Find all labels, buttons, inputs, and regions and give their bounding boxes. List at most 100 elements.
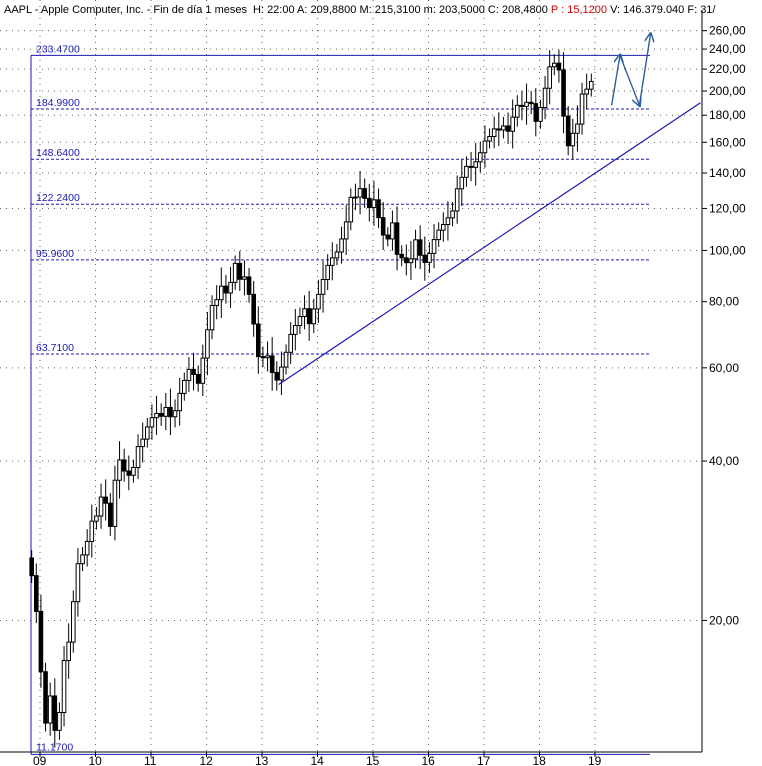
candle-body: [362, 188, 367, 199]
y-tick-label: 240,00: [709, 42, 746, 56]
header-field-value: 209,8800: [311, 4, 357, 16]
candlestick-series: [29, 49, 594, 748]
candle-body: [491, 128, 497, 137]
y-tick-label: 100,00: [709, 243, 746, 257]
candle-body: [339, 238, 344, 253]
candle-body: [316, 293, 321, 310]
candle-body: [228, 281, 233, 294]
candle-body: [538, 107, 543, 122]
candle-body: [219, 285, 224, 301]
candle-body: [223, 285, 229, 294]
y-tick-label: 260,00: [709, 24, 746, 38]
fib-level-label: 122.2400: [36, 192, 80, 204]
candle-body: [57, 712, 62, 731]
candle-body: [482, 140, 488, 154]
header-field-label: P :: [548, 4, 567, 16]
header-field-value: 146.379.040: [623, 4, 684, 16]
y-tick-label: 60,00: [709, 361, 739, 375]
candle-body: [468, 165, 474, 168]
projection-segment: [610, 55, 620, 106]
candle-body: [177, 392, 182, 412]
y-tick-label: 40,00: [709, 454, 739, 468]
candle-body: [126, 470, 132, 476]
candle-body: [380, 217, 386, 236]
candle-body: [297, 316, 303, 327]
header-field-value: 203,5000: [439, 4, 485, 16]
x-tick-label: 18: [533, 754, 547, 766]
candle-body: [293, 325, 298, 335]
candle-body: [528, 101, 534, 105]
candle-body: [256, 323, 261, 358]
x-tick-label: 12: [200, 754, 214, 766]
candle-body: [200, 357, 206, 384]
x-tick-label: 16: [422, 754, 436, 766]
fib-level-label: 148.6400: [36, 147, 80, 159]
y-tick-label: 160,00: [709, 135, 746, 149]
candle-body: [108, 502, 113, 527]
candle-body: [552, 62, 557, 68]
x-axis: 09 10 11 12 13 14 15 16 17 18 19: [0, 751, 702, 766]
candle-body: [288, 333, 293, 353]
candle-body: [195, 373, 201, 384]
candle-body: [75, 563, 81, 603]
candle-body: [320, 279, 326, 295]
header-field-label: V:: [607, 4, 623, 16]
candle-body: [575, 123, 580, 134]
header-field-label: H:: [253, 4, 267, 16]
y-axis: 260,00 240,00 220,00 200,00 180,00 160,00 140,…: [701, 10, 746, 752]
projection-layer: [610, 34, 651, 106]
candle-body: [478, 152, 483, 163]
candle-body: [121, 459, 127, 472]
candle-body: [269, 355, 275, 373]
header-title: AAPL - Apple Computer, Inc. - Fin de día…: [4, 4, 247, 16]
x-tick-label: 17: [477, 754, 491, 766]
candle-body: [302, 308, 307, 318]
candle-body: [209, 304, 215, 331]
candle-body: [182, 379, 187, 394]
projection-segment: [619, 55, 639, 105]
candle-body: [357, 188, 363, 198]
candle-body: [408, 258, 414, 264]
fibonacci-retracement: 233.4700 184.9900 148.6400 122.2400 95.9600 6…: [30, 43, 650, 755]
candle-body: [205, 329, 210, 359]
candle-body: [94, 515, 99, 522]
candle-body: [279, 366, 284, 381]
candle-body: [251, 293, 256, 325]
candle-body: [501, 125, 506, 131]
candle-body: [103, 496, 108, 504]
support-trendline: [278, 102, 701, 386]
candle-body: [140, 438, 145, 448]
candle-body: [579, 93, 585, 125]
candle-body: [154, 412, 159, 419]
header-field-value: 208,4800: [502, 4, 548, 16]
candle-body: [348, 196, 354, 223]
x-tick-label: 15: [366, 754, 380, 766]
candle-body: [311, 308, 317, 325]
candle-body: [84, 540, 90, 556]
candle-body: [353, 196, 358, 199]
candle-body: [459, 176, 465, 190]
candle-body: [570, 132, 576, 147]
x-tick-label: 13: [255, 754, 269, 766]
candle-body: [556, 62, 562, 71]
candle-body: [98, 496, 104, 517]
candle-body: [168, 406, 173, 418]
candle-body: [47, 695, 53, 724]
header-field-label: C:: [485, 4, 502, 16]
candle-body: [385, 234, 391, 240]
fib-level-label: 184.9900: [36, 97, 80, 109]
candle-body: [334, 251, 340, 259]
candle-body: [431, 239, 437, 254]
candle-body: [306, 308, 312, 325]
candle-body: [473, 161, 478, 168]
candle-body: [464, 165, 469, 178]
candle-body: [547, 66, 552, 89]
y-tick-label: 120,00: [709, 201, 746, 215]
candle-body: [260, 356, 266, 359]
projection-segment: [638, 34, 650, 106]
candle-body: [191, 368, 196, 375]
candle-body: [589, 80, 594, 90]
candle-body: [43, 671, 48, 724]
y-tick-label: 140,00: [709, 166, 746, 180]
candle-body: [394, 222, 400, 255]
